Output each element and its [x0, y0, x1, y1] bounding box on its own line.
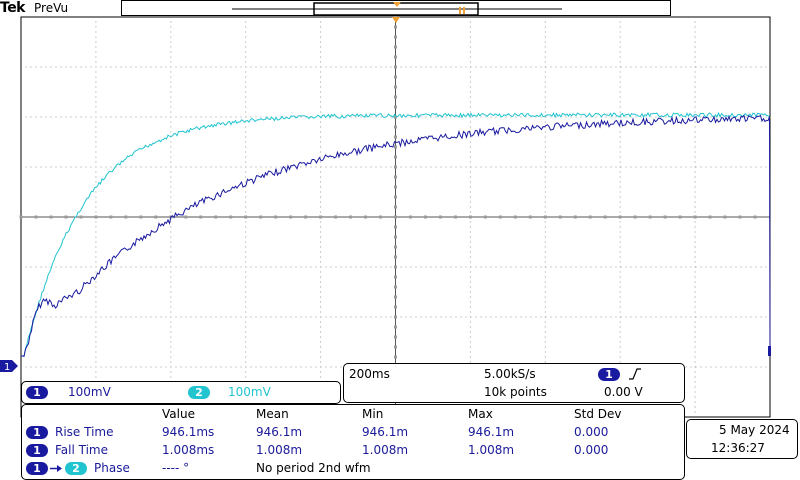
right-edge-marker — [768, 346, 771, 356]
ch1-scale[interactable]: 100mV — [68, 385, 111, 399]
measurement-min: 946.1m — [362, 425, 409, 439]
measurement-name: Phase — [94, 461, 130, 475]
ch2-badge[interactable]: 2 — [188, 386, 210, 399]
ch2-waveform — [21, 111, 771, 357]
datetime-panel: 5 May 2024 12:36:27 — [686, 419, 798, 459]
measurement-mean: 1.008m — [256, 443, 303, 457]
ch1-ground-marker[interactable]: 1 — [0, 360, 18, 373]
phase-source-b-badge: 2 — [65, 462, 87, 475]
trigger-source-badge[interactable]: 1 — [598, 368, 620, 381]
date-readout: 5 May 2024 — [719, 423, 790, 437]
trigger-level-readout[interactable]: 0.00 V — [604, 385, 643, 399]
time-readout: 12:36:27 — [711, 441, 765, 455]
channel-scale-panel: 1 100mV 2 100mV — [21, 381, 341, 404]
record-length-readout: 10k points — [484, 385, 547, 399]
measurement-value: 946.1ms — [162, 425, 215, 439]
record-view-bar[interactable] — [121, 0, 671, 16]
measurement-name: Fall Time — [55, 443, 109, 457]
brand-logo: Tek — [0, 0, 26, 16]
col-header-std-dev: Std Dev — [574, 407, 622, 421]
ch1-badge[interactable]: 1 — [26, 386, 48, 399]
ch1-waveform — [21, 114, 771, 358]
measurement-max: 1.008m — [468, 443, 515, 457]
col-header-value: Value — [162, 407, 195, 421]
col-header-max: Max — [468, 407, 493, 421]
measurement-value: ---- ° — [162, 461, 190, 475]
timebase-readout[interactable]: 200ms — [349, 367, 390, 381]
sample-rate-readout: 5.00kS/s — [484, 367, 536, 381]
col-header-mean: Mean — [256, 407, 289, 421]
measurement-min: 1.008m — [362, 443, 409, 457]
measurements-panel: Value Mean Min Max Std Dev 1 Rise Time 9… — [21, 404, 685, 480]
measurement-mean: 946.1m — [256, 425, 303, 439]
col-header-min: Min — [362, 407, 384, 421]
measurement-max: 946.1m — [468, 425, 515, 439]
phase-source-a-badge: 1 — [26, 462, 48, 475]
measurement-name: Rise Time — [55, 425, 114, 439]
arrow-right-icon — [50, 465, 62, 472]
acquisition-mode: PreVu — [34, 1, 69, 15]
acquisition-panel: 200ms 5.00kS/s 10k points 1 0.00 V — [343, 363, 685, 403]
graticule-grid — [19, 15, 770, 419]
measurement-value: 1.008ms — [162, 443, 215, 457]
measurement-std: 0.000 — [574, 425, 609, 439]
trigger-position-icon[interactable] — [392, 17, 400, 23]
svg-text:1: 1 — [4, 362, 10, 373]
measurement-std: 0.000 — [574, 443, 609, 457]
ch2-scale[interactable]: 100mV — [228, 385, 271, 399]
row-source-badge: 1 — [26, 426, 48, 439]
record-view-graphic — [232, 2, 562, 16]
row-source-badge: 1 — [26, 444, 48, 457]
rising-edge-icon — [629, 368, 641, 380]
measurement-note: No period 2nd wfm — [256, 461, 371, 475]
